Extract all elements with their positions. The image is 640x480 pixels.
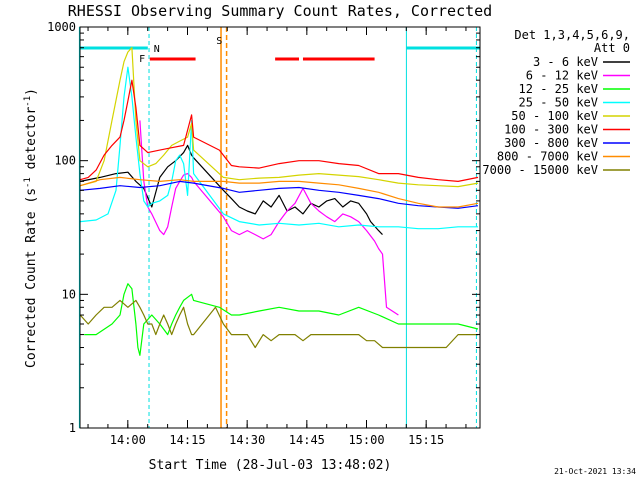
x-axis-label: Start Time (28-Jul-03 13:48:02) (149, 458, 392, 473)
legend-label-7000-15000-kev: 7000 - 15000 keV (482, 163, 598, 177)
y-axis-label-exponent-2: -1 (23, 96, 33, 107)
y-axis-label-prefix: Corrected Count Rate (s (24, 188, 39, 368)
x-tick-label: 14:30 (229, 433, 265, 447)
y-axis-label: Corrected Count Rate (s-1 detector-1) (23, 88, 39, 368)
legend-label-50-100-kev: 50 - 100 keV (511, 109, 598, 123)
y-axis-label-middle: detector (24, 107, 39, 178)
x-tick-label: 14:45 (289, 433, 325, 447)
legend-attenuator: Att 0 (594, 41, 630, 55)
series-6-12-kev (139, 120, 399, 316)
annotation-s: S (216, 36, 222, 47)
y-tick-label: 1 (69, 421, 76, 435)
annotation-n: N (154, 44, 160, 55)
legend-label-25-50-kev: 25 - 50 keV (519, 96, 598, 110)
footer-date: 21-Oct-2021 13:34 (554, 467, 636, 476)
legend-label-800-7000-kev: 800 - 7000 keV (497, 150, 598, 164)
annotation-layer: NF S (78, 27, 480, 428)
x-tick-label: 15:00 (348, 433, 384, 447)
plot-area: NF S (78, 27, 480, 428)
series-layer (79, 47, 479, 356)
y-tick-label: 10 (62, 287, 76, 301)
chart-title: RHESSI Observing Summary Count Rates, Co… (68, 2, 492, 20)
series-25-50-kev (80, 66, 478, 230)
series-300-800-kev (80, 180, 479, 209)
series-50-100-kev (80, 47, 479, 188)
y-axis-label-exponent-1: -1 (23, 177, 33, 188)
annotation-f: F (139, 54, 145, 65)
series-7000-15000-kev (79, 299, 478, 349)
y-axis: 1 10 100 1000 (47, 20, 480, 435)
y-axis-label-suffix: ) (24, 88, 39, 96)
x-axis: 14:00 14:15 14:30 14:45 15:00 15:15 (87, 27, 467, 447)
legend-label-3-6-kev: 3 - 6 keV (533, 55, 598, 69)
series-12-25-kev (84, 283, 479, 356)
series-800-7000-kev (80, 176, 479, 208)
legend-label-100-300-kev: 100 - 300 keV (504, 123, 598, 137)
legend-detectors: Det 1,3,4,5,6,9, (514, 28, 630, 42)
x-tick-label: 14:15 (169, 433, 205, 447)
legend-label-6-12-kev: 6 - 12 keV (526, 69, 598, 83)
plot-frame (79, 26, 481, 429)
y-tick-label: 1000 (47, 20, 76, 34)
legend-label-12-25-kev: 12 - 25 keV (519, 82, 598, 96)
x-tick-label: 14:00 (110, 433, 146, 447)
legend-label-300-800-kev: 300 - 800 keV (504, 136, 598, 150)
y-tick-label: 100 (54, 154, 76, 168)
x-tick-label: 15:15 (408, 433, 444, 447)
series-100-300-kev (80, 79, 479, 182)
